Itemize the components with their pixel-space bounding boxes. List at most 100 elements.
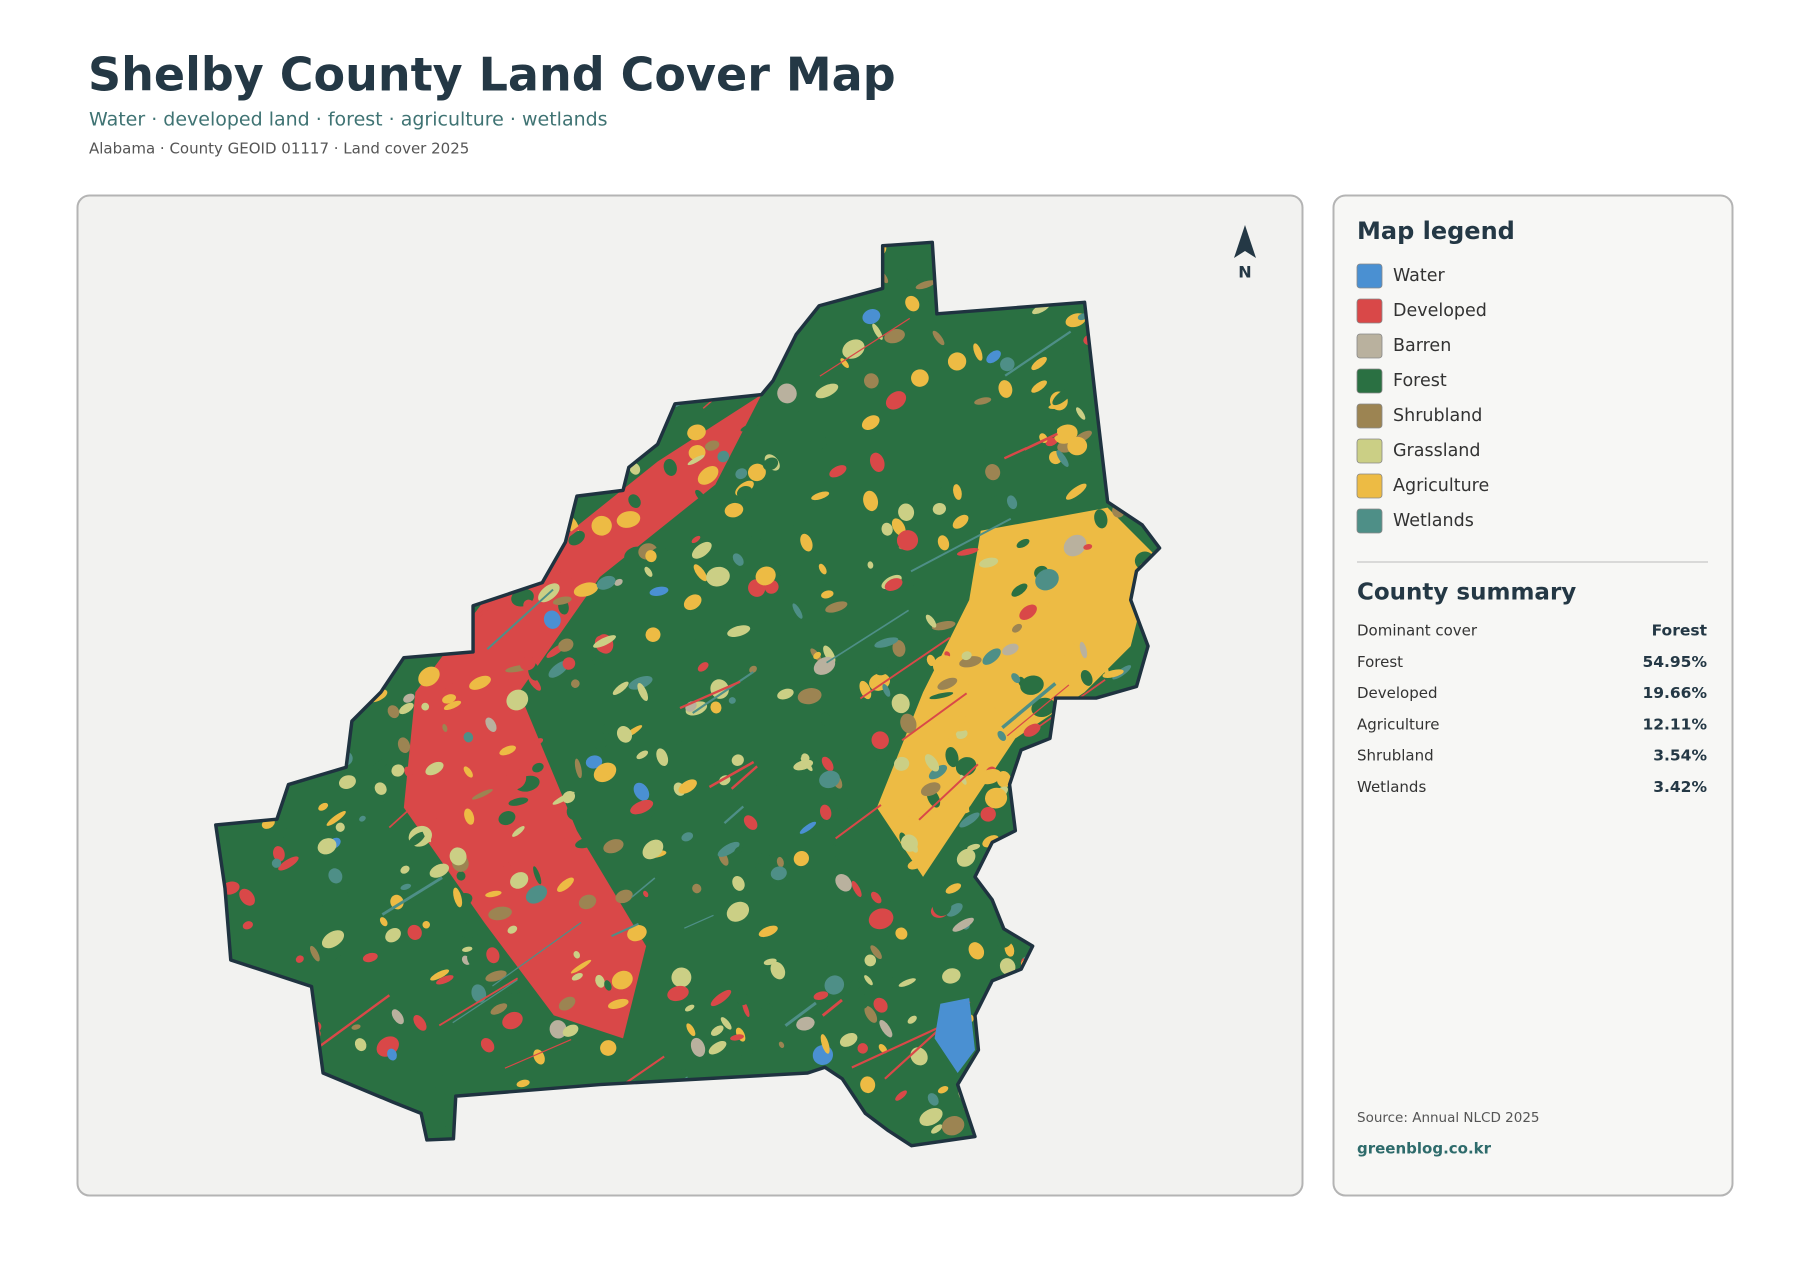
land-patch <box>510 872 529 889</box>
land-patch <box>868 908 894 930</box>
source: Source: Annual NLCD 2025 <box>1357 1110 1540 1126</box>
land-patch <box>467 949 482 967</box>
road <box>723 805 745 824</box>
land-patch <box>339 775 356 789</box>
road <box>611 922 639 937</box>
land-patch <box>600 1040 617 1056</box>
land-patch <box>463 731 474 743</box>
land-patch <box>967 843 981 851</box>
land-patch <box>796 1016 815 1031</box>
land-patch <box>425 761 444 776</box>
legend-swatch <box>1356 473 1383 499</box>
summary-value: 12.11% <box>1642 715 1707 733</box>
land-patch <box>979 557 999 568</box>
land-patch <box>335 891 349 903</box>
land-patch <box>684 1004 695 1012</box>
road <box>504 1038 572 1069</box>
land-patch <box>788 436 806 456</box>
land-patch <box>351 1024 361 1030</box>
land-patch <box>683 623 703 641</box>
land-patch <box>860 1076 876 1094</box>
land-patch <box>734 846 743 855</box>
land-patch <box>421 826 432 843</box>
land-patch <box>1102 669 1124 678</box>
land-patch <box>879 1019 893 1038</box>
land-patch <box>691 535 701 544</box>
legend-label: Agriculture <box>1393 476 1489 496</box>
county-outline <box>214 240 1162 1148</box>
land-patch <box>697 466 719 485</box>
land-patch <box>436 975 454 985</box>
land-patch <box>1099 540 1112 551</box>
land-patch <box>872 323 883 340</box>
legend-label: Water <box>1393 266 1446 286</box>
land-patch <box>463 766 473 778</box>
land-patch <box>777 383 797 404</box>
land-patch <box>628 676 653 690</box>
land-patch <box>851 880 862 898</box>
land-patch <box>1044 418 1058 438</box>
land-patch <box>1035 568 1059 591</box>
land-patch <box>829 465 847 478</box>
land-patch <box>439 1074 449 1090</box>
land-patch <box>1067 436 1088 456</box>
land-patch <box>956 848 976 867</box>
land-patch <box>871 891 882 904</box>
north-label: N <box>1238 263 1251 282</box>
land-patch <box>1089 460 1098 470</box>
land-patch <box>558 638 574 652</box>
land-patch <box>887 898 908 909</box>
land-patch <box>678 779 697 794</box>
land-patch <box>999 958 1016 975</box>
legend-swatch <box>1356 333 1383 359</box>
land-patch <box>399 702 414 715</box>
land-patch <box>568 530 585 546</box>
land-patch <box>710 764 722 772</box>
land-patch <box>847 1075 860 1092</box>
land-patch <box>762 457 779 471</box>
land-patch <box>800 757 813 772</box>
land-patch <box>927 1093 939 1106</box>
land-patch <box>488 906 512 921</box>
land-patch <box>896 530 919 551</box>
land-patch <box>645 627 661 642</box>
land-patch <box>932 897 952 916</box>
land-patch <box>704 440 720 451</box>
land-patch <box>498 811 516 826</box>
land-patch <box>593 762 617 783</box>
land-patch <box>540 1040 553 1047</box>
land-patch <box>959 806 972 814</box>
land-patch <box>929 692 954 700</box>
road <box>438 977 519 1027</box>
land-patch <box>919 1107 943 1126</box>
land-patch <box>911 369 929 387</box>
land-patch <box>778 1041 785 1049</box>
land-patch <box>499 745 516 756</box>
subtitle: Water · developed land · forest · agricu… <box>89 109 608 131</box>
land-patch <box>875 747 897 763</box>
road <box>826 609 910 664</box>
land-patch <box>453 887 463 908</box>
land-patch <box>755 566 776 586</box>
summary-label: Shrubland <box>1357 747 1434 765</box>
land-patch <box>788 737 797 757</box>
land-patch <box>891 977 897 990</box>
road <box>784 1001 817 1027</box>
land-patch <box>1065 483 1087 500</box>
land-patch <box>862 309 881 325</box>
land-patch <box>937 535 950 551</box>
land-patch <box>952 514 969 529</box>
land-patch <box>857 1043 869 1054</box>
land-patch <box>772 755 789 770</box>
land-patch <box>295 955 304 963</box>
land-patch <box>628 494 641 508</box>
land-patch <box>575 836 600 849</box>
land-patch <box>449 847 467 866</box>
legend-swatch <box>1356 438 1383 464</box>
land-patch <box>1011 673 1021 684</box>
land-patch <box>556 569 574 584</box>
land-patch <box>840 358 849 369</box>
legend-swatch <box>1356 403 1383 429</box>
land-patch <box>407 831 426 847</box>
land-patch <box>1080 669 1093 686</box>
